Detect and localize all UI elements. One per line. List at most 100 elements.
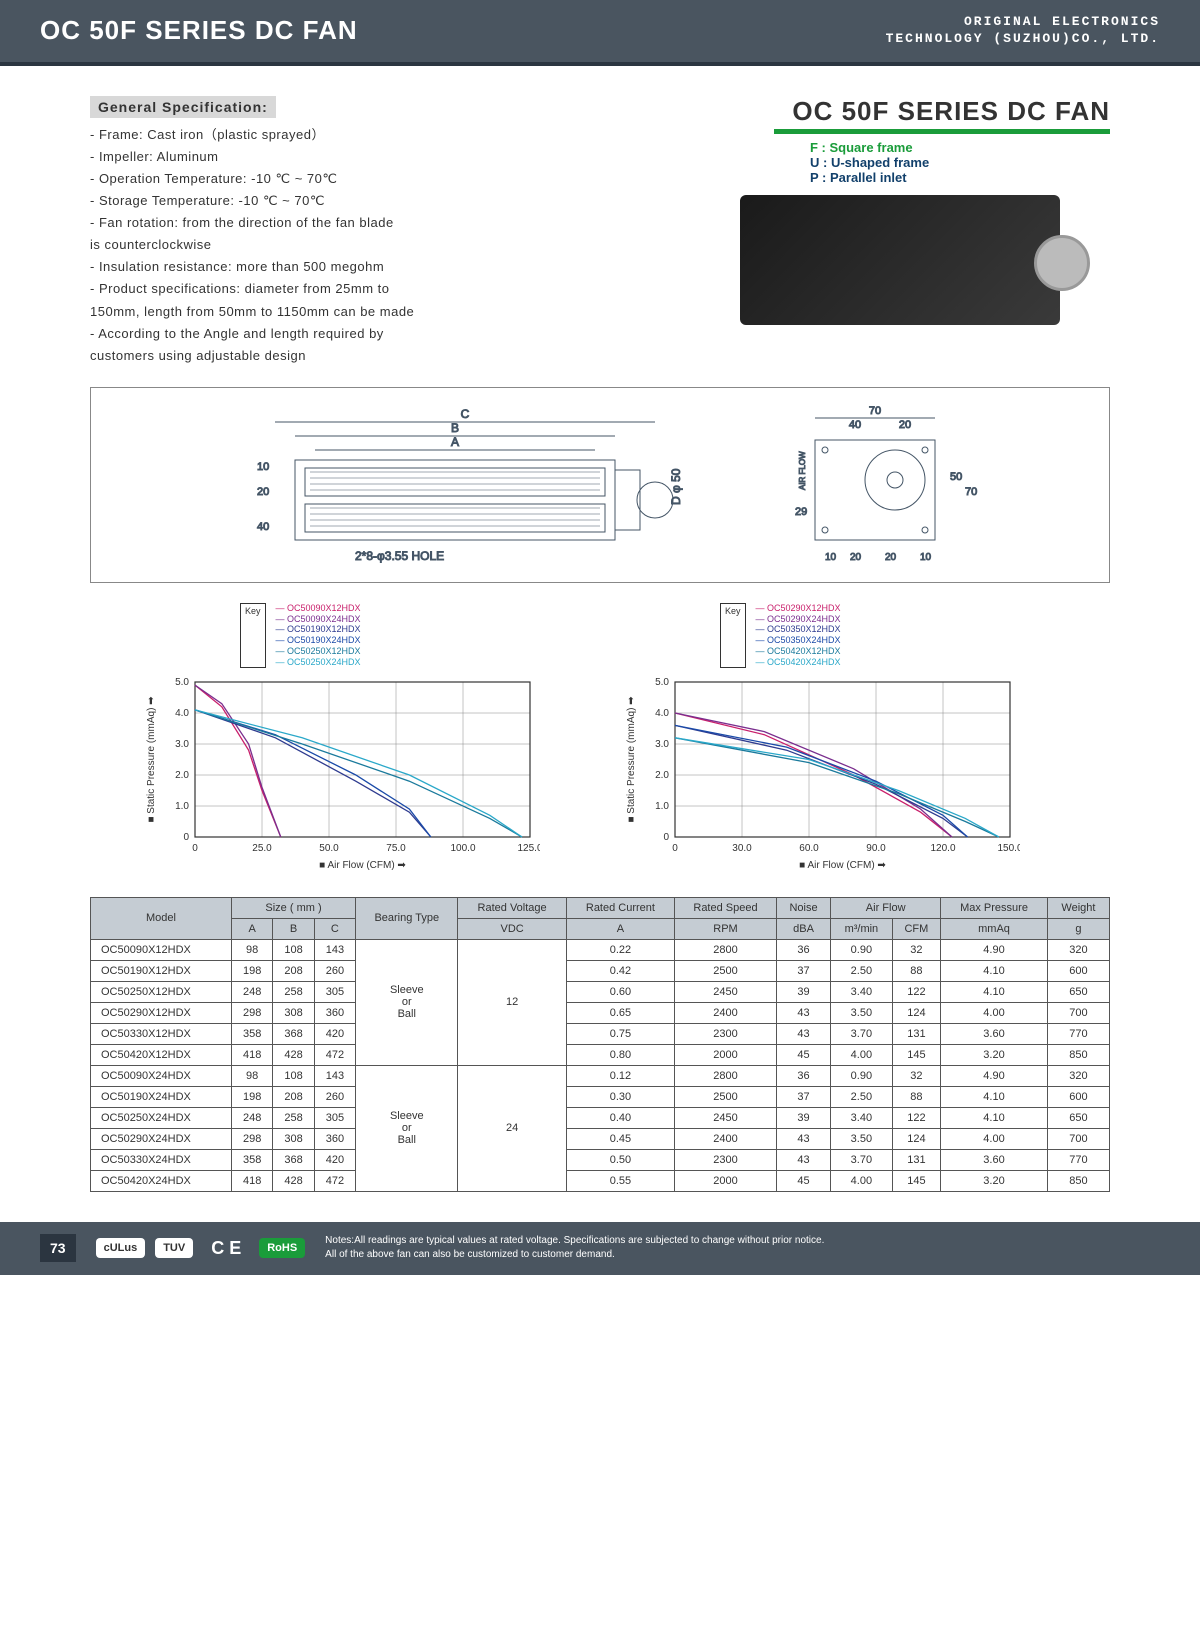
footer-notes: Notes:All readings are typical values at… xyxy=(325,1234,1160,1262)
spec-item: is counterclockwise xyxy=(90,234,660,256)
spec-item: - Impeller: Aluminum xyxy=(90,146,660,168)
svg-text:D φ 50: D φ 50 xyxy=(669,468,683,505)
table-row: OC50420X24HDX4184284720.552000454.001453… xyxy=(91,1170,1110,1191)
chart-1: Key — OC50090X12HDX— OC50090X24HDX— OC50… xyxy=(140,603,580,877)
table-row: OC50330X12HDX3583684200.752300433.701313… xyxy=(91,1023,1110,1044)
table-row: OC50290X24HDX2983083600.452400433.501244… xyxy=(91,1128,1110,1149)
svg-text:3.0: 3.0 xyxy=(175,739,189,750)
svg-text:0: 0 xyxy=(663,832,669,843)
chart-2-plot: 01.02.03.04.05.0030.060.090.0120.0150.0■… xyxy=(620,672,1020,872)
svg-text:2.0: 2.0 xyxy=(175,770,189,781)
table-row: OC50290X12HDX2983083600.652400433.501244… xyxy=(91,1002,1110,1023)
svg-text:4.0: 4.0 xyxy=(175,708,189,719)
spec-item: - Storage Temperature: -10 ℃ ~ 70℃ xyxy=(90,190,660,212)
spec-list: - Frame: Cast iron（plastic sprayed）- Imp… xyxy=(90,124,660,367)
svg-text:5.0: 5.0 xyxy=(655,677,669,688)
svg-text:90.0: 90.0 xyxy=(866,843,886,854)
product-column: OC 50F SERIES DC FAN F : Square frameU :… xyxy=(690,96,1110,367)
spec-heading: General Specification: xyxy=(90,96,276,118)
svg-text:60.0: 60.0 xyxy=(799,843,819,854)
svg-text:■ Air Flow (CFM) ➡: ■ Air Flow (CFM) ➡ xyxy=(799,860,886,871)
chart-1-key: Key — OC50090X12HDX— OC50090X24HDX— OC50… xyxy=(240,603,580,668)
content-area: General Specification: - Frame: Cast iro… xyxy=(0,66,1200,1192)
svg-text:5.0: 5.0 xyxy=(175,677,189,688)
svg-text:0: 0 xyxy=(192,843,198,854)
svg-text:0: 0 xyxy=(183,832,189,843)
table-row: OC50090X12HDX98108143SleeveorBall120.222… xyxy=(91,939,1110,960)
table-row: OC50250X12HDX2482583050.602450393.401224… xyxy=(91,981,1110,1002)
table-row: OC50420X12HDX4184284720.802000454.001453… xyxy=(91,1044,1110,1065)
ul-icon: cULus xyxy=(96,1238,146,1258)
title-underline xyxy=(690,129,1110,134)
table-row: OC50250X24HDX2482583050.402450393.401224… xyxy=(91,1107,1110,1128)
header-bar: OC 50F SERIES DC FAN ORIGINAL ELECTRONIC… xyxy=(0,0,1200,66)
spec-item: 150mm, length from 50mm to 1150mm can be… xyxy=(90,301,660,323)
table-header: Model Size ( mm ) Bearing Type Rated Vol… xyxy=(91,897,1110,939)
svg-text:10: 10 xyxy=(825,552,837,563)
technical-drawing: C B A 10 20 40 2*8-φ3.55 HOLE xyxy=(90,387,1110,583)
svg-text:20: 20 xyxy=(257,486,269,498)
chart-1-plot: 01.02.03.04.05.0025.050.075.0100.0125.0■… xyxy=(140,672,540,872)
legend-item: U : U-shaped frame xyxy=(810,155,1110,170)
spec-table: Model Size ( mm ) Bearing Type Rated Vol… xyxy=(90,897,1110,1192)
performance-charts: Key — OC50090X12HDX— OC50090X24HDX— OC50… xyxy=(90,603,1110,877)
svg-text:20: 20 xyxy=(899,419,911,431)
svg-text:20: 20 xyxy=(850,552,862,563)
table-row: OC50190X24HDX1982082600.302500372.50884.… xyxy=(91,1086,1110,1107)
svg-text:125.0: 125.0 xyxy=(517,843,540,854)
svg-text:50: 50 xyxy=(950,471,962,483)
table-body: OC50090X12HDX98108143SleeveorBall120.222… xyxy=(91,939,1110,1191)
spec-item: - Frame: Cast iron（plastic sprayed） xyxy=(90,124,660,146)
legend-item: F : Square frame xyxy=(810,140,1110,155)
svg-text:40: 40 xyxy=(849,419,861,431)
svg-text:10: 10 xyxy=(920,552,932,563)
side-view-drawing: C B A 10 20 40 2*8-φ3.55 HOLE xyxy=(215,400,715,570)
svg-text:75.0: 75.0 xyxy=(386,843,406,854)
svg-text:2*8-φ3.55 HOLE: 2*8-φ3.55 HOLE xyxy=(355,549,444,563)
svg-text:B: B xyxy=(451,421,459,435)
svg-text:1.0: 1.0 xyxy=(655,801,669,812)
svg-text:20: 20 xyxy=(885,552,897,563)
table-row: OC50090X24HDX98108143SleeveorBall240.122… xyxy=(91,1065,1110,1086)
svg-text:C: C xyxy=(461,407,470,421)
tuv-icon: TUV xyxy=(155,1238,193,1258)
svg-text:70: 70 xyxy=(869,405,881,417)
svg-text:10: 10 xyxy=(257,461,269,473)
top-row: General Specification: - Frame: Cast iro… xyxy=(90,96,1110,367)
svg-text:29: 29 xyxy=(795,506,807,518)
svg-text:40: 40 xyxy=(257,521,269,533)
svg-text:2.0: 2.0 xyxy=(655,770,669,781)
spec-item: - Fan rotation: from the direction of th… xyxy=(90,212,660,234)
svg-text:150.0: 150.0 xyxy=(997,843,1020,854)
page-number: 73 xyxy=(40,1234,76,1262)
spec-item: - Operation Temperature: -10 ℃ ~ 70℃ xyxy=(90,168,660,190)
svg-text:3.0: 3.0 xyxy=(655,739,669,750)
svg-text:AIR FLOW: AIR FLOW xyxy=(798,451,807,490)
svg-text:■ Air Flow (CFM) ➡: ■ Air Flow (CFM) ➡ xyxy=(319,860,406,871)
certification-icons: cULus TUV C E RoHS xyxy=(96,1234,306,1263)
spec-item: - Insulation resistance: more than 500 m… xyxy=(90,256,660,278)
svg-text:1.0: 1.0 xyxy=(175,801,189,812)
svg-text:■ Static Pressure (mmAq) ➡: ■ Static Pressure (mmAq) ➡ xyxy=(146,695,157,822)
legend-item: P : Parallel inlet xyxy=(810,170,1110,185)
svg-text:■ Static Pressure (mmAq) ➡: ■ Static Pressure (mmAq) ➡ xyxy=(626,695,637,822)
chart-2: Key — OC50290X12HDX— OC50290X24HDX— OC50… xyxy=(620,603,1060,877)
rohs-icon: RoHS xyxy=(259,1238,305,1258)
svg-text:25.0: 25.0 xyxy=(252,843,272,854)
svg-text:A: A xyxy=(451,435,459,449)
footer-bar: 73 cULus TUV C E RoHS Notes:All readings… xyxy=(0,1222,1200,1275)
company-name: ORIGINAL ELECTRONICS TECHNOLOGY (SUZHOU)… xyxy=(886,14,1160,48)
table-row: OC50330X24HDX3583684200.502300433.701313… xyxy=(91,1149,1110,1170)
spec-item: - According to the Angle and length requ… xyxy=(90,323,660,345)
svg-text:120.0: 120.0 xyxy=(930,843,955,854)
product-photo xyxy=(740,195,1060,325)
general-specification: General Specification: - Frame: Cast iro… xyxy=(90,96,660,367)
svg-text:100.0: 100.0 xyxy=(450,843,475,854)
table-row: OC50190X12HDX1982082600.422500372.50884.… xyxy=(91,960,1110,981)
spec-item: - Product specifications: diameter from … xyxy=(90,278,660,300)
frame-legend: F : Square frameU : U-shaped frameP : Pa… xyxy=(810,140,1110,185)
svg-text:30.0: 30.0 xyxy=(732,843,752,854)
spec-item: customers using adjustable design xyxy=(90,345,660,367)
svg-text:0: 0 xyxy=(672,843,678,854)
chart-2-key: Key — OC50290X12HDX— OC50290X24HDX— OC50… xyxy=(720,603,1060,668)
